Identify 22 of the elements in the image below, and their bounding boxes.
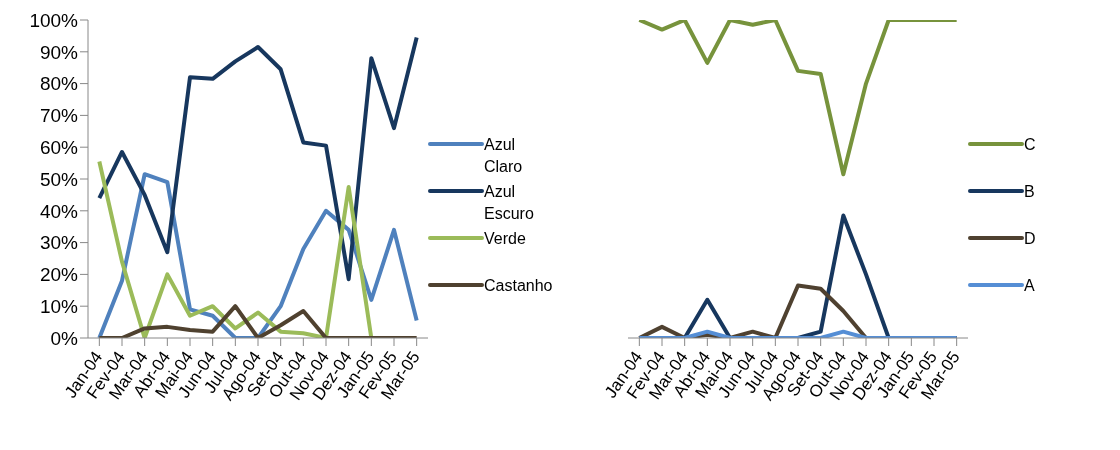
legend-label: Castanho (484, 276, 554, 296)
legend-label: B (1024, 182, 1036, 202)
y-tick-label: 50% (39, 168, 79, 190)
y-tick-label: 90% (39, 41, 79, 63)
legend-label: Azul Escuro (484, 182, 535, 224)
legend-label: D (1024, 229, 1037, 249)
line-series (97, 304, 419, 338)
y-tick-label: 10% (39, 295, 79, 317)
y-tick-label: 70% (39, 105, 79, 127)
line-series (97, 159, 374, 338)
legend-label: A (1024, 276, 1036, 296)
legend-label: C (1024, 135, 1037, 155)
line-series (97, 35, 419, 282)
legend-label: Verde (484, 229, 527, 249)
y-tick-label: 0% (50, 327, 79, 349)
y-tick-label: 60% (39, 136, 79, 158)
y-tick-label: 30% (39, 232, 79, 254)
y-tick-label: 100% (29, 9, 79, 31)
y-tick-label: 40% (39, 200, 79, 222)
legend-label: Azul Claro (484, 135, 524, 177)
y-tick-label: 80% (39, 73, 79, 95)
y-tick-label: 20% (39, 264, 79, 286)
